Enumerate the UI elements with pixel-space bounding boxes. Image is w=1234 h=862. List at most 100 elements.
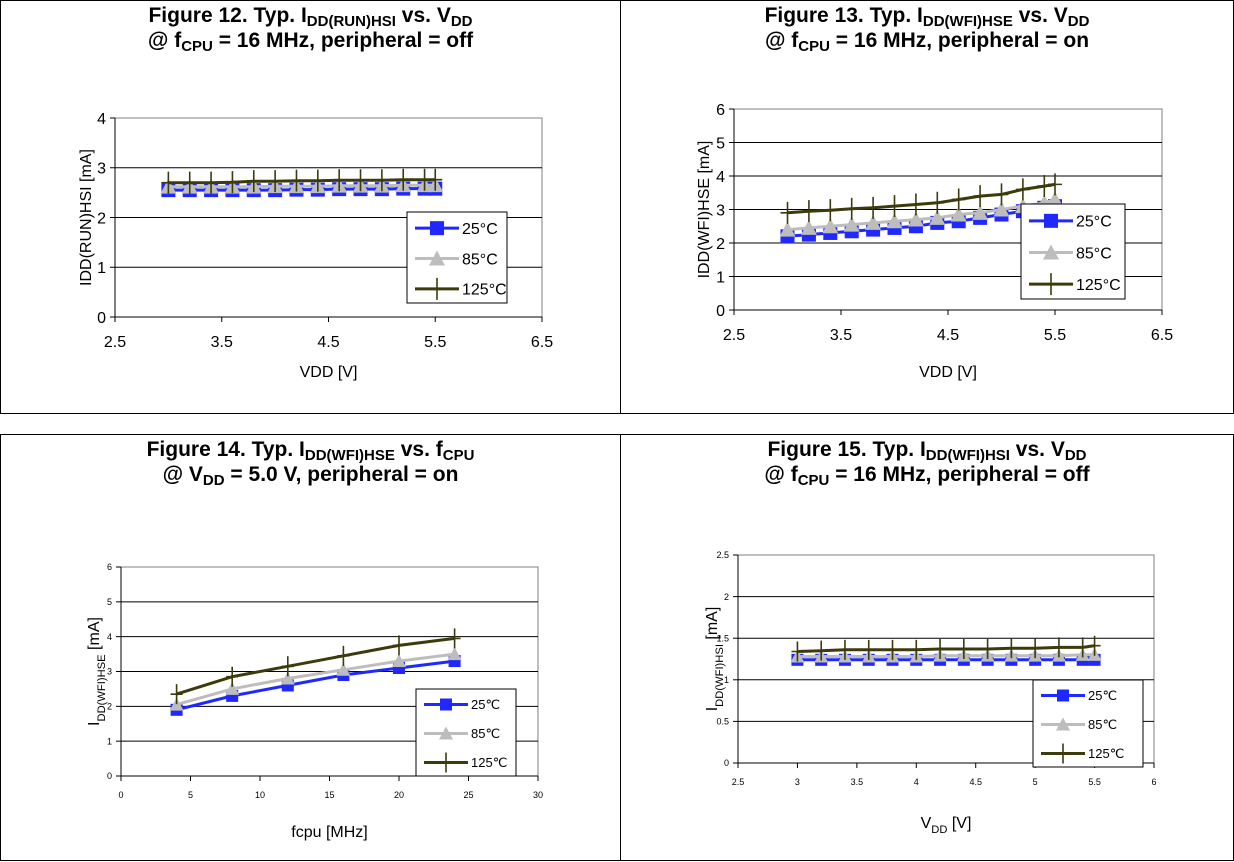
y-tick-label: 3 [107, 667, 112, 677]
data-point-125c [1029, 638, 1042, 659]
data-point-125c [844, 197, 859, 220]
x-axis-label: VDD [V] [921, 815, 972, 836]
data-point-125c [930, 191, 945, 214]
data-point-125c [934, 639, 947, 660]
data-point-125c [1048, 173, 1062, 196]
data-point-125c [823, 199, 838, 222]
data-point-125c [910, 639, 923, 660]
x-axis-label: fcpu [MHz] [291, 824, 367, 841]
data-point-125c [908, 193, 923, 216]
data-point-85c [800, 219, 817, 235]
data-point-125c [815, 640, 828, 661]
x-tick-label: 3.5 [211, 334, 233, 351]
legend: 25℃ 85℃ 125℃ [415, 688, 517, 777]
y-tick-label: 4 [107, 632, 112, 642]
series-line-25c [176, 659, 455, 712]
x-tick-label: 0 [118, 790, 123, 800]
data-point-85c [779, 221, 796, 237]
figure-15-chart: 0 0.5 1 1.5 2 2.5 2.5 3 3.5 4 4.5 5 5.5 6 VDD [V] IDD(W… [704, 550, 1157, 836]
data-point-125c [994, 183, 1009, 206]
data-point-125c [801, 200, 816, 223]
y-tick-label: 3 [97, 161, 106, 178]
x-tick-label: 5.5 [1088, 777, 1101, 787]
data-point-85c [447, 647, 462, 661]
legend-marker-125c [1057, 743, 1069, 764]
x-axis-label-text: VDD [V] [919, 364, 977, 381]
series-line-125c [176, 636, 455, 696]
y-axis-label-sub: DD(WFI)HSI [714, 644, 726, 707]
figure-14-chart: 0 1 2 3 4 5 6 0 5 10 15 20 25 30 fcpu [MHz] IDD(WFI)HSE… [86, 562, 543, 841]
data-point-85c [907, 211, 924, 227]
data-point-125c [170, 684, 183, 705]
figure-12-panel: Figure 12. Typ. IDD(RUN)HSI vs. VDD @ fC… [0, 0, 621, 414]
x-tick-label: 30 [533, 790, 543, 800]
legend-label-25c: 25°C [462, 221, 498, 238]
data-point-125c [396, 168, 411, 191]
series-125c [161, 168, 443, 194]
data-point-85c [972, 204, 989, 220]
y-tick-label: 0 [97, 310, 106, 327]
legend-marker-25c [430, 221, 444, 236]
data-point-125c [182, 171, 197, 194]
legend-marker-25c [1057, 689, 1069, 702]
data-point-125c [1088, 635, 1101, 656]
y-tick-label: 2 [716, 236, 725, 253]
legend-marker-25c [440, 698, 452, 711]
figure-15-panel: Figure 15. Typ. IDD(WFI)HSI vs. VDD @ fC… [620, 434, 1234, 861]
series-125c [170, 628, 461, 705]
x-tick-label: 4.5 [317, 334, 339, 351]
data-point-125c [1076, 637, 1089, 658]
legend-label-25c: 25°C [1076, 214, 1112, 231]
x-tick-label: 4 [914, 777, 919, 787]
figure-13-title: Figure 13. Typ. IDD(WFI)HSE vs. VDD @ fC… [764, 4, 1090, 55]
x-axis-label-sub: DD [931, 824, 947, 836]
y-tick-label: 0 [724, 758, 729, 768]
y-tick-label: 5 [107, 597, 112, 607]
x-tick-label: 3.5 [830, 327, 852, 344]
legend-marker-85c [439, 726, 453, 740]
x-tick-label: 20 [394, 790, 404, 800]
y-tick-label: 3 [716, 202, 725, 219]
y-axis-label: IDD(WFI)HSE [mA] [696, 141, 713, 279]
legend-label-125c: 125°C [1076, 277, 1121, 294]
y-axis-label-text: I [704, 707, 721, 711]
data-point-125c [225, 171, 240, 194]
legend-label-125c: 125℃ [1088, 746, 1124, 761]
y-tick-label: 0.5 [716, 717, 729, 727]
y-axis-label-text: IDD(RUN)HSI [mA] [78, 149, 95, 286]
y-axis-label-tail: [mA] [704, 607, 721, 644]
y-axis-label: IDD(RUN)HSI [mA] [78, 149, 95, 286]
legend: 25°C 85°C 125°C [406, 211, 508, 304]
figure-12-title: Figure 12. Typ. IDD(RUN)HSI vs. VDD @ fC… [147, 4, 474, 55]
legend-label-125c: 125℃ [471, 755, 507, 770]
x-axis-label-text: V [921, 815, 932, 832]
data-point-125c [353, 169, 368, 192]
y-axis-label-sub: DD(WFI)HSE [96, 654, 108, 721]
data-point-125c [310, 169, 325, 192]
data-point-125c [780, 201, 795, 224]
data-point-125c [1052, 637, 1065, 658]
x-tick-label: 6.5 [531, 334, 553, 351]
data-point-85c [336, 662, 351, 676]
figure-12-chart: 0 1 2 3 4 2.5 3.5 4.5 5.5 6.5 VDD [V] IDD(RUN)HSI [… [78, 111, 553, 381]
y-axis-label: IDD(WFI)HSI [mA] [704, 607, 726, 712]
y-tick-label: 1 [724, 675, 729, 685]
legend-label-85c: 85°C [1076, 245, 1112, 262]
data-point-85c [392, 654, 406, 668]
legend: 25°C 85°C 125°C [1020, 203, 1126, 300]
data-point-85c [280, 671, 295, 685]
y-axis-label-tail: [mA] [86, 617, 103, 654]
y-tick-label: 1 [107, 736, 112, 746]
x-tick-label: 4.5 [937, 327, 959, 344]
legend-label-25c: 25℃ [1088, 688, 1117, 703]
y-tick-label: 6 [716, 102, 725, 119]
data-point-85c [993, 201, 1010, 217]
data-point-125c [204, 171, 219, 194]
data-point-125c [866, 196, 881, 219]
data-point-85c [886, 213, 903, 229]
y-tick-label: 6 [107, 562, 112, 572]
legend-label-25c: 25℃ [471, 697, 500, 712]
x-axis-label-text: VDD [V] [300, 364, 358, 381]
series-line-85c [176, 652, 455, 707]
x-tick-label: 2.5 [104, 334, 126, 351]
